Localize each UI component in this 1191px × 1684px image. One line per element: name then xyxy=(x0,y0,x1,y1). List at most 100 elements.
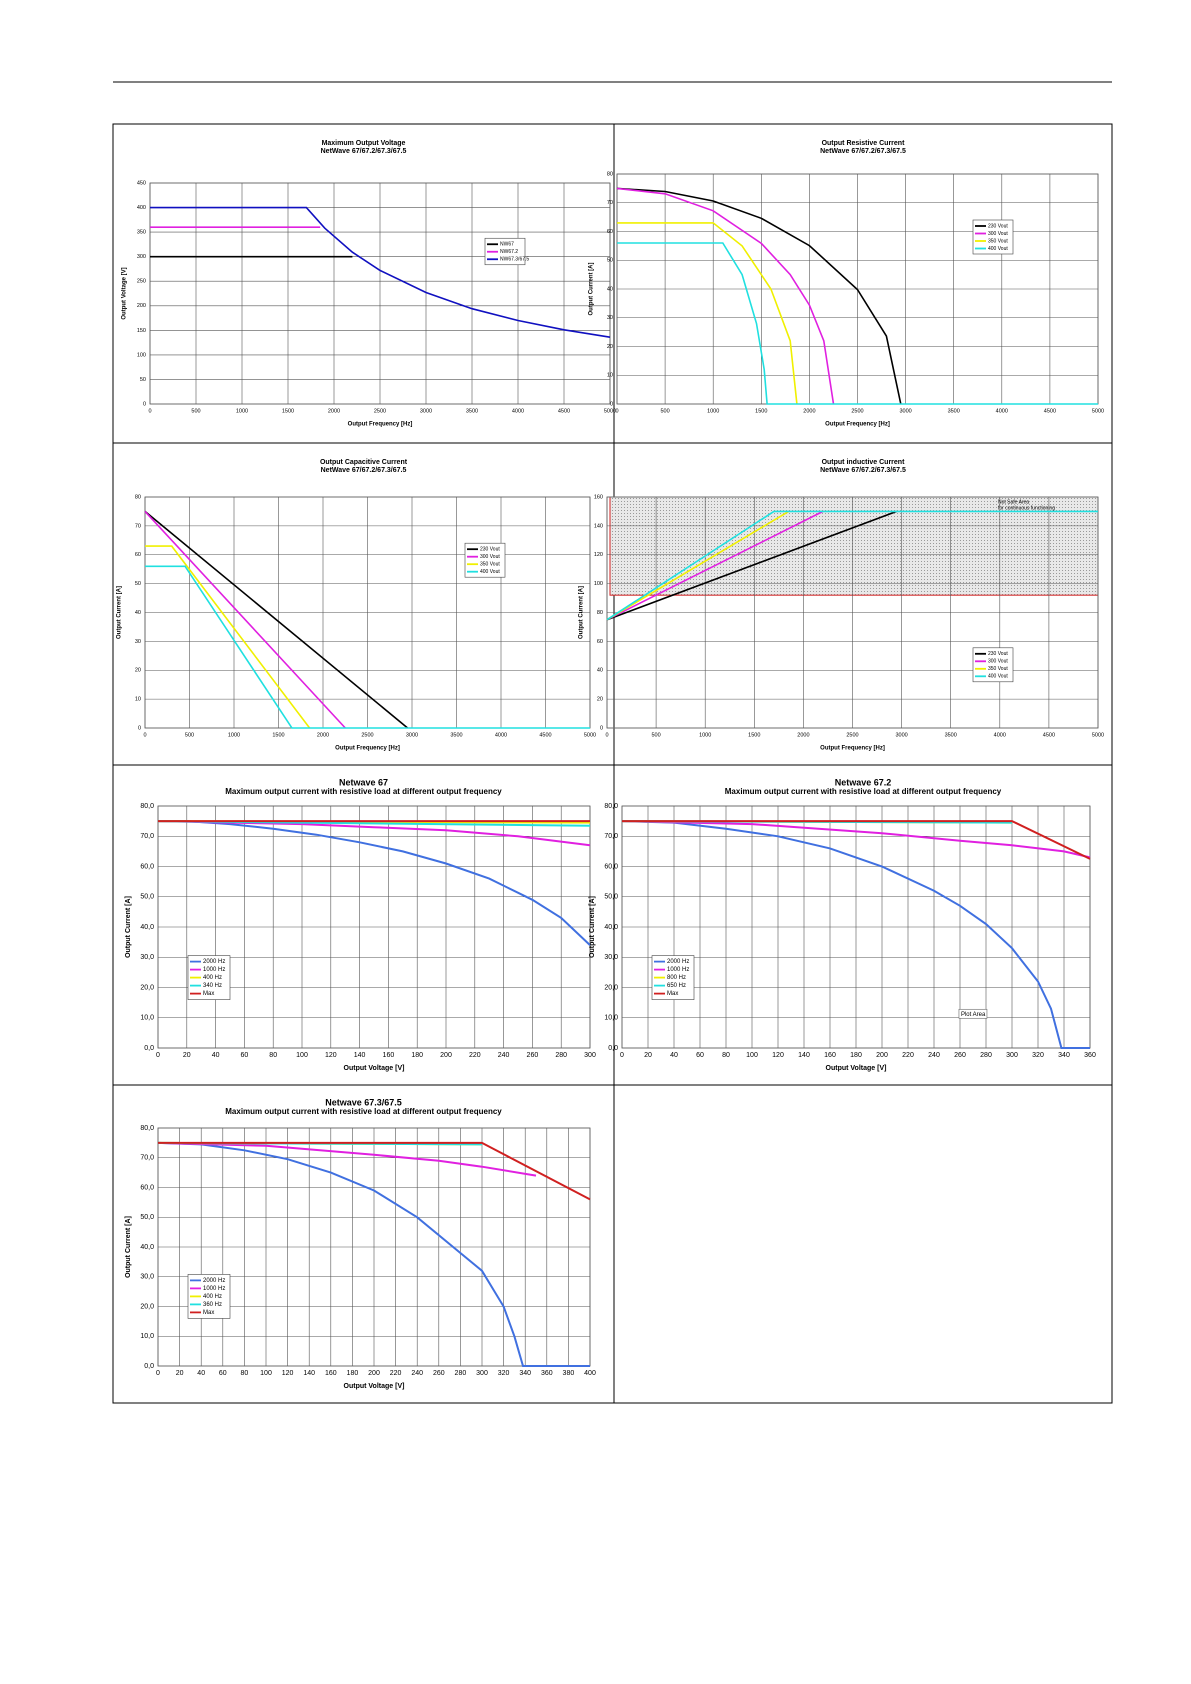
x-tick-label: 1500 xyxy=(272,732,284,738)
legend-label: Max xyxy=(203,991,214,997)
x-tick-label: 4000 xyxy=(994,732,1006,738)
legend-label: 650 Hz xyxy=(667,983,686,989)
y-tick-label: 20 xyxy=(135,668,141,674)
y-tick-label: 100 xyxy=(137,352,146,358)
y-tick-label: 50 xyxy=(140,377,146,383)
series-line xyxy=(621,820,1090,1049)
chart-subtitle: Maximum output current with resistive lo… xyxy=(225,787,502,796)
legend-label: 230 Vout xyxy=(480,547,500,553)
legend-label: 2000 Hz xyxy=(667,959,689,965)
y-tick-label: 350 xyxy=(137,230,146,236)
legend-label: 400 Vout xyxy=(480,569,500,575)
x-tick-label: 2000 xyxy=(317,732,329,738)
x-axis-label: Output Frequency [Hz] xyxy=(825,422,890,428)
x-axis-label: Output Frequency [Hz] xyxy=(335,746,400,752)
x-tick-label: 80 xyxy=(722,1052,730,1059)
x-tick-label: 260 xyxy=(954,1052,966,1059)
x-tick-label: 2500 xyxy=(374,408,386,414)
series-line xyxy=(145,545,311,729)
y-tick-label: 20 xyxy=(597,697,603,703)
y-tick-label: 60,0 xyxy=(604,863,618,870)
x-tick-label: 500 xyxy=(185,732,194,738)
y-tick-label: 400 xyxy=(137,205,146,211)
series-line xyxy=(622,820,1091,860)
chart-title: Netwave 67 xyxy=(339,777,388,787)
series-line xyxy=(616,187,902,405)
x-tick-label: 240 xyxy=(928,1052,940,1059)
y-tick-label: 20,0 xyxy=(604,984,618,991)
x-tick-label: 4500 xyxy=(1043,732,1055,738)
y-tick-label: 20,0 xyxy=(140,1303,154,1310)
y-tick-label: 0 xyxy=(138,725,141,731)
x-tick-label: 3500 xyxy=(948,408,960,414)
y-tick-label: 50 xyxy=(607,258,613,264)
legend-label: Max xyxy=(667,991,678,997)
y-tick-label: 0,0 xyxy=(144,1045,154,1052)
x-tick-label: 120 xyxy=(282,1370,294,1377)
series-line xyxy=(617,242,1098,405)
x-tick-label: 40 xyxy=(670,1052,678,1059)
x-tick-label: 0 xyxy=(156,1052,160,1059)
y-tick-label: 60 xyxy=(597,639,603,645)
x-tick-label: 320 xyxy=(498,1370,510,1377)
chart-subtitle: NetWave 67/67.2/67.3/67.5 xyxy=(321,148,407,155)
x-tick-label: 4000 xyxy=(495,732,507,738)
y-axis-label: Output Current [A] xyxy=(117,586,123,639)
legend-label: 350 Vout xyxy=(988,238,1008,244)
y-tick-label: 30 xyxy=(135,639,141,645)
region-label: for continuous functioning xyxy=(998,505,1055,511)
x-tick-label: 3500 xyxy=(466,408,478,414)
y-tick-label: 80,0 xyxy=(140,803,154,810)
x-tick-label: 200 xyxy=(440,1052,452,1059)
x-tick-label: 4000 xyxy=(512,408,524,414)
legend-label: 230 Vout xyxy=(988,223,1008,229)
y-axis-label: Output Voltage [V] xyxy=(122,267,128,319)
series-line xyxy=(621,820,1091,859)
series-line xyxy=(158,820,591,946)
y-tick-label: 70,0 xyxy=(140,833,154,840)
legend-label: 300 Vout xyxy=(988,231,1008,237)
x-tick-label: 2500 xyxy=(851,408,863,414)
x-tick-label: 3500 xyxy=(450,732,462,738)
series-line xyxy=(158,1141,591,1201)
x-tick-label: 20 xyxy=(183,1052,191,1059)
y-tick-label: 60 xyxy=(607,229,613,235)
legend-label: 400 Vout xyxy=(988,674,1008,680)
x-tick-label: 1500 xyxy=(748,732,760,738)
x-tick-label: 100 xyxy=(746,1052,758,1059)
x-tick-label: 1000 xyxy=(228,732,240,738)
x-tick-label: 2000 xyxy=(328,408,340,414)
x-tick-label: 4500 xyxy=(539,732,551,738)
x-tick-label: 60 xyxy=(241,1052,249,1059)
x-tick-label: 340 xyxy=(519,1370,531,1377)
y-tick-label: 70 xyxy=(135,523,141,529)
legend-label: NW67.3/67.5 xyxy=(500,257,529,263)
y-tick-label: 30 xyxy=(607,315,613,321)
y-tick-label: 80,0 xyxy=(140,1125,154,1132)
x-tick-label: 240 xyxy=(498,1052,510,1059)
y-tick-label: 140 xyxy=(594,523,603,529)
x-tick-label: 180 xyxy=(411,1052,423,1059)
y-tick-label: 450 xyxy=(137,180,146,186)
y-tick-label: 20 xyxy=(607,344,613,350)
x-tick-label: 1500 xyxy=(282,408,294,414)
x-tick-label: 160 xyxy=(383,1052,395,1059)
x-axis-label: Output Frequency [Hz] xyxy=(820,746,885,752)
x-tick-label: 4000 xyxy=(996,408,1008,414)
x-tick-label: 40 xyxy=(197,1370,205,1377)
x-axis-label: Output Voltage [V] xyxy=(826,1065,887,1072)
y-tick-label: 10 xyxy=(135,697,141,703)
x-tick-label: 260 xyxy=(527,1052,539,1059)
y-tick-label: 40,0 xyxy=(604,924,618,931)
region-label: Not Safe Area xyxy=(998,499,1029,505)
x-tick-label: 5000 xyxy=(584,732,596,738)
x-tick-label: 380 xyxy=(563,1370,575,1377)
y-tick-label: 160 xyxy=(594,494,603,500)
y-tick-label: 200 xyxy=(137,303,146,309)
y-tick-label: 50,0 xyxy=(604,894,618,901)
x-tick-label: 140 xyxy=(303,1370,315,1377)
legend-label: 1000 Hz xyxy=(667,967,689,973)
y-tick-label: 40 xyxy=(607,286,613,292)
y-tick-label: 70 xyxy=(607,200,613,206)
x-tick-label: 280 xyxy=(455,1370,467,1377)
